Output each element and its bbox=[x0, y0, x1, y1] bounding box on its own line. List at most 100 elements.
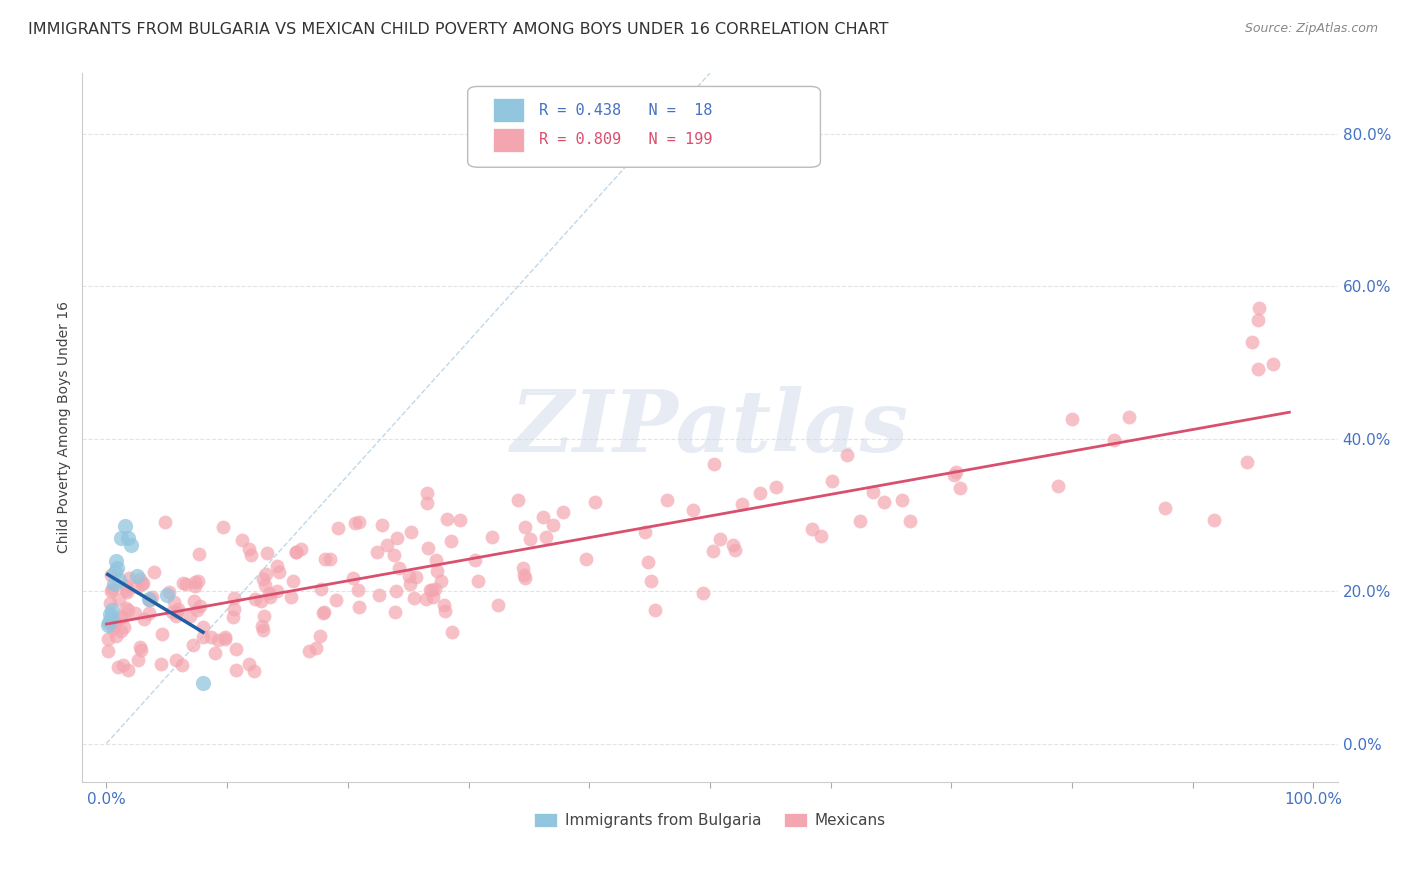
Point bbox=[157, 585, 180, 599]
Point bbox=[583, 495, 606, 509]
Bar bbox=[492, 128, 524, 152]
Point bbox=[97, 644, 120, 658]
Point bbox=[849, 514, 872, 528]
Point bbox=[328, 521, 350, 535]
Point bbox=[155, 516, 177, 530]
Point bbox=[388, 561, 411, 575]
Point bbox=[890, 493, 912, 508]
Point bbox=[426, 564, 449, 578]
Point bbox=[134, 612, 156, 626]
Point bbox=[117, 663, 139, 677]
Point bbox=[692, 585, 714, 599]
Point bbox=[347, 600, 370, 615]
Point bbox=[150, 657, 173, 671]
Point bbox=[420, 582, 443, 597]
Point bbox=[100, 611, 122, 625]
Text: R = 0.809   N = 199: R = 0.809 N = 199 bbox=[540, 132, 713, 147]
Point bbox=[163, 595, 186, 609]
Point bbox=[114, 519, 136, 533]
Point bbox=[225, 663, 247, 677]
Point bbox=[200, 630, 222, 644]
Point bbox=[371, 518, 394, 533]
Point bbox=[298, 643, 321, 657]
Point bbox=[440, 533, 463, 548]
Point bbox=[343, 516, 366, 530]
Point bbox=[131, 576, 153, 591]
Point bbox=[284, 544, 307, 558]
Text: ZIPatlas: ZIPatlas bbox=[510, 385, 910, 469]
Point bbox=[222, 602, 245, 616]
Point bbox=[810, 529, 832, 543]
Point bbox=[399, 524, 422, 539]
Point bbox=[131, 642, 153, 657]
Point bbox=[142, 566, 165, 580]
Point bbox=[721, 537, 744, 551]
Point bbox=[170, 657, 193, 672]
Point bbox=[280, 590, 302, 604]
Point bbox=[436, 512, 458, 526]
Point bbox=[305, 640, 328, 655]
Point bbox=[249, 593, 271, 607]
Point bbox=[943, 467, 966, 482]
Point bbox=[267, 565, 290, 579]
Point bbox=[115, 583, 138, 598]
Point bbox=[314, 551, 336, 566]
Point bbox=[309, 582, 332, 596]
Point bbox=[259, 590, 281, 604]
Point bbox=[131, 577, 153, 591]
Point bbox=[243, 664, 266, 678]
Point bbox=[464, 553, 486, 567]
Point bbox=[873, 495, 896, 509]
Point bbox=[467, 574, 489, 588]
Point bbox=[419, 583, 441, 598]
Point bbox=[172, 576, 194, 591]
Point bbox=[347, 583, 370, 598]
Point bbox=[633, 524, 655, 539]
Point bbox=[449, 513, 471, 527]
Point bbox=[98, 607, 121, 621]
Point bbox=[101, 582, 124, 596]
Point bbox=[1246, 313, 1268, 327]
Point bbox=[104, 616, 127, 631]
Point bbox=[724, 543, 747, 558]
Point bbox=[440, 625, 463, 640]
Point bbox=[513, 567, 536, 582]
Point bbox=[222, 591, 245, 605]
Point bbox=[1204, 513, 1226, 527]
Point bbox=[765, 480, 787, 494]
Point bbox=[183, 594, 205, 608]
Point bbox=[821, 474, 844, 488]
Point bbox=[398, 568, 420, 582]
Point bbox=[254, 566, 277, 581]
Point bbox=[402, 591, 425, 605]
Point bbox=[98, 596, 121, 610]
Point bbox=[152, 627, 174, 641]
Point bbox=[382, 548, 405, 562]
Point bbox=[368, 588, 391, 602]
Point bbox=[637, 555, 659, 569]
Point bbox=[179, 608, 201, 623]
Point bbox=[114, 620, 136, 634]
Point bbox=[165, 653, 187, 667]
Point bbox=[385, 531, 408, 545]
Point bbox=[384, 605, 406, 619]
Point bbox=[100, 568, 122, 582]
Point bbox=[415, 592, 437, 607]
Point bbox=[835, 448, 858, 462]
Point bbox=[97, 615, 120, 629]
Point bbox=[949, 481, 972, 495]
Point bbox=[519, 532, 541, 546]
Point bbox=[250, 619, 273, 633]
Point bbox=[225, 642, 247, 657]
Point bbox=[110, 531, 132, 545]
Point bbox=[385, 584, 408, 599]
Point bbox=[156, 588, 179, 602]
Point bbox=[405, 570, 427, 584]
Point bbox=[900, 514, 922, 528]
Text: R = 0.438   N =  18: R = 0.438 N = 18 bbox=[540, 103, 713, 118]
Point bbox=[312, 606, 335, 620]
Point bbox=[433, 604, 456, 618]
Point bbox=[312, 605, 335, 619]
Point bbox=[709, 533, 731, 547]
Point bbox=[945, 465, 967, 479]
